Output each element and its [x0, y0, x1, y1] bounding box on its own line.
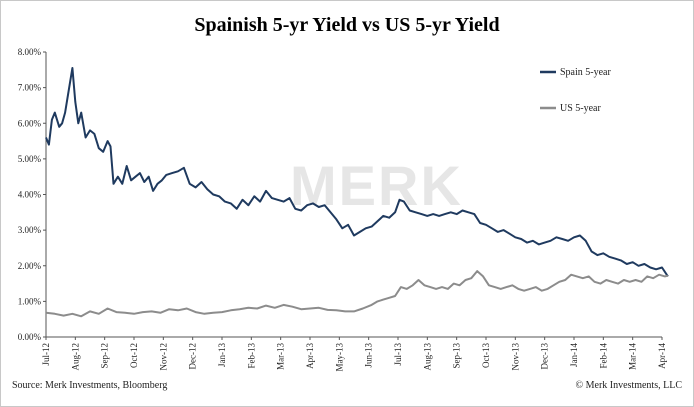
- x-tick-label: Aug-12: [70, 343, 80, 371]
- y-tick-label: 0.00%: [18, 332, 42, 342]
- x-tick-label: Feb-14: [598, 343, 608, 369]
- x-tick-label: Nov-12: [158, 343, 168, 371]
- x-tick-label: May-13: [334, 343, 344, 372]
- x-tick-label: Nov-13: [510, 343, 520, 371]
- y-tick-label: 3.00%: [18, 225, 42, 235]
- x-tick-label: Feb-13: [246, 343, 256, 369]
- series-lines: [45, 67, 669, 318]
- x-tick-label: Apr-14: [657, 343, 667, 369]
- x-tick-label: Jul-12: [41, 343, 51, 366]
- x-tick-label: Jan-13: [217, 343, 227, 367]
- x-tick-label: Mar-14: [628, 343, 638, 370]
- x-tick-label: Oct-12: [129, 343, 139, 368]
- x-tick-label: Sep-13: [452, 343, 462, 369]
- x-tick-label: Aug-13: [422, 343, 432, 371]
- x-tick-label: Apr-13: [305, 343, 315, 369]
- x-tick-label: Mar-13: [276, 343, 286, 370]
- y-tick-label: 6.00%: [18, 118, 42, 128]
- x-tick-label: Jul-13: [393, 343, 403, 366]
- watermark: MERK: [290, 154, 463, 217]
- legend: Spain 5-year US 5-year: [540, 67, 611, 114]
- x-tick-label: Jun-13: [364, 343, 374, 368]
- legend-label: Spain 5-year: [560, 67, 611, 78]
- y-tick-label: 2.00%: [18, 261, 42, 271]
- legend-label: US 5-year: [560, 103, 601, 114]
- x-tick-label: Dec-13: [540, 343, 550, 370]
- y-tick-label: 1.00%: [18, 296, 42, 306]
- source-note: Source: Merk Investments, Bloomberg: [12, 380, 168, 391]
- y-tick-label: 8.00%: [18, 47, 42, 57]
- x-tick-label: Dec-12: [188, 343, 198, 370]
- x-tick-label: Oct-13: [481, 343, 491, 368]
- x-tick-label: Sep-12: [100, 343, 110, 369]
- x-tick-label: Jan-14: [569, 343, 579, 367]
- y-tick-label: 7.00%: [18, 83, 42, 93]
- axes: 0.00% 1.00% 2.00% 3.00% 4.00% 5.00% 6.00% 7.00%…: [18, 47, 667, 372]
- series-line-us-5-year: [45, 270, 669, 318]
- y-tick-label: 5.00%: [18, 154, 42, 164]
- copyright-note: © Merk Investments, LLC: [575, 380, 682, 391]
- series-line-spain-5-year: [45, 67, 669, 277]
- chart-title: Spainish 5-yr Yield vs US 5-yr Yield: [194, 14, 500, 36]
- y-tick-label: 4.00%: [18, 190, 42, 200]
